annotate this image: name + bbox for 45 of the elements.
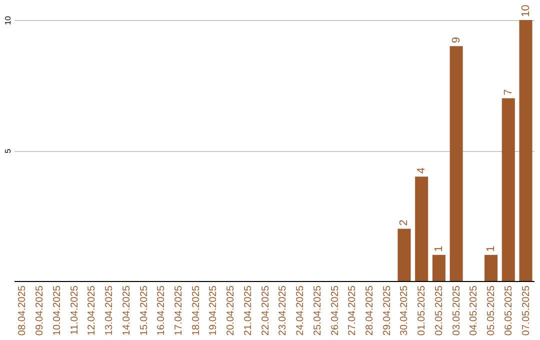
x-tick-label: 20.04.2025	[226, 285, 237, 336]
x-tick-label: 12.04.2025	[86, 285, 98, 336]
x-tick-label: 08.04.2025	[17, 285, 28, 336]
data-label: 1	[432, 246, 445, 252]
x-tick-label: 16.04.2025	[156, 285, 168, 336]
x-tick-label: 01.05.2025	[416, 285, 428, 336]
x-tick-label: 23.04.2025	[278, 285, 289, 336]
data-label: 4	[416, 167, 428, 174]
x-tick-label: 22.04.2025	[260, 285, 272, 336]
x-tick-label: 13.04.2025	[104, 285, 116, 336]
x-tick-label: 28.04.2025	[364, 285, 376, 336]
y-tick-label: 5	[4, 148, 12, 154]
x-tick-label: 11.04.2025	[69, 285, 80, 335]
x-tick-label: 03.05.2025	[451, 285, 462, 336]
bar	[519, 20, 532, 281]
x-tick-label: 15.04.2025	[138, 285, 150, 336]
x-tick-label: 24.04.2025	[295, 285, 306, 336]
x-tick-label: 30.04.2025	[399, 285, 410, 336]
x-tick-label: 25.04.2025	[312, 285, 324, 336]
x-tick-label: 27.04.2025	[347, 285, 358, 336]
x-tick-label: 02.05.2025	[434, 285, 445, 336]
x-tick-label: 29.04.2025	[382, 285, 393, 336]
x-tick-label: 17.04.2025	[174, 285, 185, 336]
x-tick-label: 19.04.2025	[208, 285, 220, 336]
x-tick-label: 05.05.2025	[486, 285, 498, 336]
x-tick-label: 07.05.2025	[520, 285, 532, 336]
x-tick-label: 04.05.2025	[468, 285, 480, 336]
bar	[432, 254, 446, 281]
data-label: 7	[502, 89, 514, 96]
x-tick-label: 06.05.2025	[503, 285, 514, 336]
data-label: 2	[398, 220, 410, 226]
x-tick-label: 14.04.2025	[121, 285, 132, 336]
x-tick-label: 21.04.2025	[242, 285, 254, 336]
bar	[502, 98, 515, 281]
x-tick-label: 18.04.2025	[190, 285, 202, 336]
x-tick-label: 10.04.2025	[52, 285, 63, 336]
x-tick-label: 09.04.2025	[34, 285, 46, 336]
data-label: 9	[450, 36, 462, 44]
bar	[450, 46, 463, 281]
data-label: 1	[485, 246, 498, 252]
data-label: 10	[520, 4, 532, 17]
bar	[398, 228, 411, 281]
x-tick-label: 26.04.2025	[330, 285, 341, 336]
bar	[415, 176, 428, 281]
bar	[484, 254, 498, 281]
